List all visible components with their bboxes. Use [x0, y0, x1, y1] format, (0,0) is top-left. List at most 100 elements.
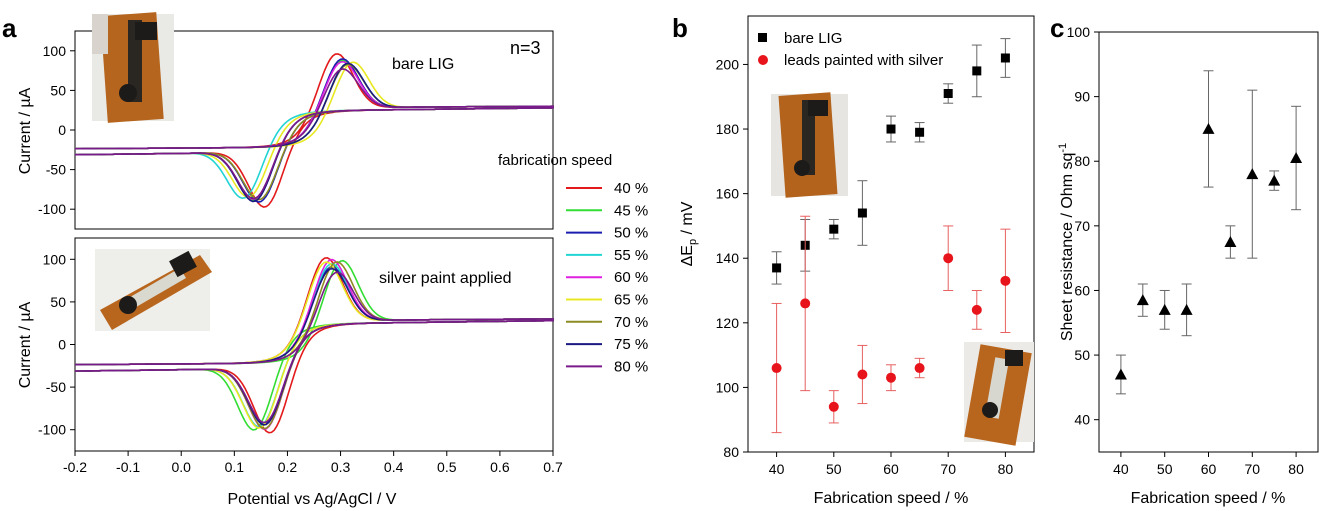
x-tick-label: 60 [883, 461, 899, 477]
legend-label-bare-lig: bare LIG [784, 30, 842, 47]
y-tick-label: 100 [43, 43, 67, 59]
panel-c: c 40 50 60 70 80 90 100 40 50 60 70 80 Sheet resist… [1050, 13, 1319, 507]
y-tick-label: 100 [1067, 24, 1091, 40]
data-point-silver [886, 372, 896, 383]
legend-label: 70 % [614, 314, 648, 331]
x-tick-label: 0.2 [278, 459, 298, 475]
legend-marker-silver [758, 55, 768, 65]
data-point-sheet-resistance [1268, 174, 1281, 186]
y-tick-label: 180 [716, 121, 740, 137]
x-tick-label: 0.6 [490, 459, 510, 475]
y-tick-label: -50 [46, 162, 66, 178]
data-point-bare-lig [772, 263, 782, 273]
x-tick-label: 0.7 [543, 459, 563, 475]
electrode-photo-inset-b-top [771, 92, 848, 198]
x-tick-label: 0.0 [171, 459, 191, 475]
x-tick-label: 80 [1288, 461, 1304, 477]
y-tick-label: 100 [43, 251, 67, 267]
y-axis-label-b: ΔEp / mV [679, 201, 699, 266]
electrode-photo-inset-a-top [92, 12, 174, 123]
marks-b [771, 38, 1011, 434]
data-point-sheet-resistance [1136, 294, 1149, 306]
y-axis-label-a-top: Current / µA [17, 87, 34, 174]
legend-label: 80 % [614, 358, 648, 375]
x-tick-label: 0.4 [384, 459, 404, 475]
y-tick-label: 200 [716, 56, 740, 72]
electrode-photo-inset-b-bottom [964, 342, 1034, 446]
marks-c [1114, 70, 1303, 395]
y-tick-label: 0 [58, 337, 66, 353]
y-tick-label: -50 [46, 379, 66, 395]
axes-c: 40 50 60 70 80 90 100 40 50 60 70 80 [1067, 24, 1304, 477]
y-axis-a-bottom: -100 -50 0 50 100 [38, 251, 75, 438]
x-tick-label: 80 [998, 461, 1014, 477]
x-tick-label: 0.5 [437, 459, 457, 475]
x-tick-label: 40 [769, 461, 785, 477]
panel-b: b 80 100 120 140 160 180 200 40 50 60 70 80 bare LI… [672, 13, 1035, 507]
y-tick-label: 50 [50, 294, 66, 310]
x-tick-label: 50 [1157, 461, 1173, 477]
legend-label: 50 % [614, 225, 648, 242]
legend-label: 65 % [614, 292, 648, 309]
data-point-bare-lig [943, 89, 953, 99]
y-tick-label: 50 [50, 82, 66, 98]
x-tick-label: 0.3 [331, 459, 351, 475]
legend-label-silver: leads painted with silver [784, 52, 943, 69]
data-point-bare-lig [829, 224, 839, 234]
y-tick-label: 80 [723, 444, 739, 460]
x-tick-label: 70 [1245, 461, 1261, 477]
y-tick-label: -100 [38, 201, 66, 217]
legend-label: 60 % [614, 269, 648, 286]
cv-curves-a-top [75, 53, 554, 208]
data-point-bare-lig [972, 66, 982, 76]
x-tick-label: 70 [940, 461, 956, 477]
axes-b: 80 100 120 140 160 180 200 40 50 60 70 80 [716, 56, 1014, 477]
data-point-sheet-resistance [1224, 236, 1237, 247]
legend-label: 40 % [614, 180, 648, 197]
data-point-sheet-resistance [1246, 168, 1259, 180]
data-point-sheet-resistance [1158, 303, 1171, 315]
annotation-n: n=3 [510, 38, 541, 58]
annotation-bare-lig: bare LIG [392, 56, 454, 73]
legend-label: 75 % [614, 336, 648, 353]
data-point-bare-lig [886, 124, 896, 134]
x-tick-label: 60 [1201, 461, 1217, 477]
legend-label: 45 % [614, 202, 648, 219]
x-tick-label: 0.1 [225, 459, 245, 475]
data-point-silver [971, 304, 982, 315]
y-tick-label: 160 [716, 186, 740, 202]
data-point-sheet-resistance [1290, 152, 1303, 163]
data-point-silver [828, 401, 839, 412]
x-tick-label: -0.1 [116, 459, 140, 475]
cv-curve-80pct [75, 68, 554, 200]
x-axis-label-c: Fabrication speed / % [1131, 490, 1286, 507]
data-point-bare-lig [1000, 53, 1010, 63]
electrode-photo-inset-a-bottom [95, 249, 212, 331]
x-tick-label: 50 [826, 461, 842, 477]
y-tick-label: 100 [716, 379, 740, 395]
y-tick-label: 40 [1074, 412, 1090, 428]
y-axis-label-c: Sheet resistance / Ohm sq-1 [1057, 143, 1076, 341]
data-point-sheet-resistance [1114, 368, 1127, 380]
data-point-silver [943, 253, 954, 264]
data-point-bare-lig [915, 127, 925, 137]
y-axis-label-a-bottom: Current / µA [17, 301, 34, 388]
y-tick-label: 80 [1074, 153, 1090, 169]
panel-label-b: b [672, 13, 688, 43]
data-point-sheet-resistance [1180, 303, 1193, 315]
cv-curve-80pct [74, 271, 554, 424]
data-point-sheet-resistance [1202, 122, 1215, 134]
y-tick-label: 0 [58, 122, 66, 138]
x-axis-label-a: Potential vs Ag/AgCl / V [228, 491, 397, 508]
y-tick-label: 140 [716, 250, 740, 266]
data-point-silver [771, 363, 782, 374]
y-tick-label: 120 [716, 315, 740, 331]
panel-a: a -100 -50 0 50 100 -100 -50 0 50 100 -0.2 -0.1 0.… [2, 12, 648, 508]
x-axis-label-b: Fabrication speed / % [814, 490, 969, 507]
y-tick-label: 70 [1074, 218, 1090, 234]
y-tick-label: 50 [1074, 347, 1090, 363]
data-point-silver [914, 363, 925, 374]
x-axis-a: -0.2 -0.1 0.0 0.1 0.2 0.3 0.4 0.5 0.6 0.7 [63, 451, 563, 475]
panel-label-c: c [1050, 13, 1064, 43]
